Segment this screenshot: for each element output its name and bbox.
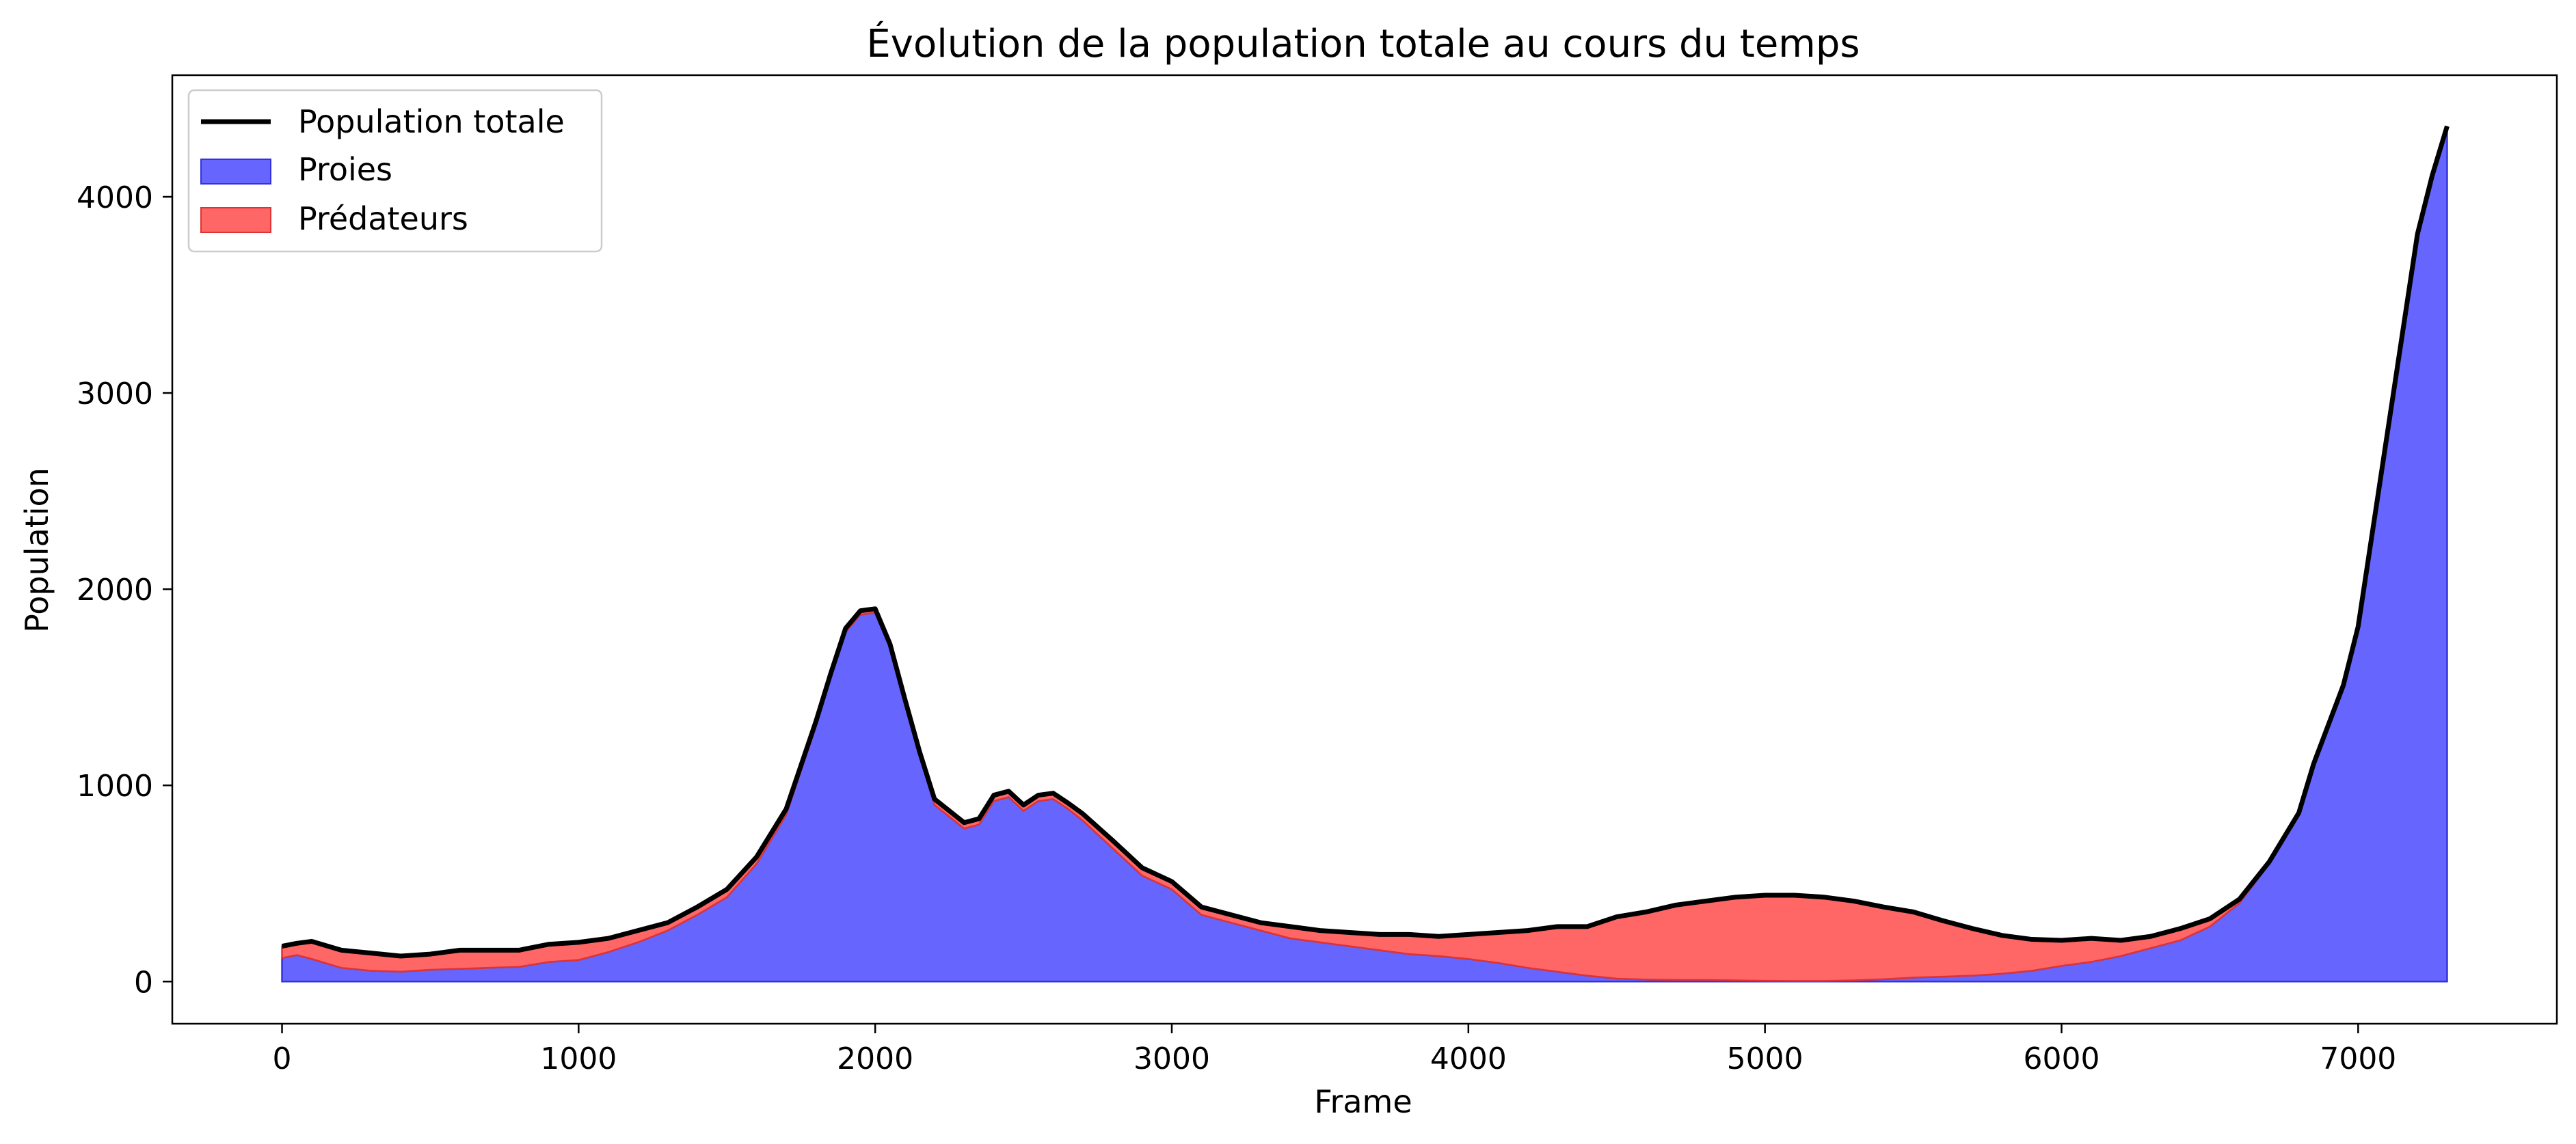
x-axis-label: Frame [1314, 1083, 1412, 1120]
y-axis: 0 1000 2000 3000 4000 [77, 180, 172, 1000]
y-axis-label: Population [18, 467, 55, 633]
x-tick-label: 4000 [1430, 1041, 1507, 1076]
legend-label-predators: Prédateurs [298, 200, 468, 237]
legend-box [187, 89, 603, 253]
area-prey [281, 128, 2448, 983]
y-tick-label: 0 [134, 965, 153, 1000]
x-tick-label: 3000 [1133, 1041, 1210, 1076]
x-tick-label: 1000 [540, 1041, 617, 1076]
x-tick-label: 7000 [2320, 1041, 2396, 1076]
y-tick-label: 3000 [77, 377, 153, 411]
chart-title: Évolution de la population totale au cou… [866, 22, 1860, 66]
line-total-population [281, 125, 2450, 959]
y-tick-label: 4000 [77, 180, 153, 215]
legend-swatch-predators [200, 207, 271, 233]
legend-label-total: Population totale [298, 103, 565, 140]
legend-swatch-prey [200, 159, 271, 185]
y-tick-label: 1000 [77, 769, 153, 804]
x-axis: 0 1000 2000 3000 4000 5000 6000 7000 [273, 1024, 2396, 1076]
plot-area [171, 74, 2558, 1025]
area-predators [281, 126, 2448, 982]
plot-frame [171, 74, 2558, 1025]
x-tick-label: 5000 [1727, 1041, 1803, 1076]
x-tick-label: 2000 [837, 1041, 913, 1076]
legend: Population totale Proies Prédateurs [187, 89, 603, 253]
x-tick-label: 0 [273, 1041, 292, 1076]
series-layer [281, 125, 2450, 983]
y-tick-label: 2000 [77, 573, 153, 608]
x-tick-label: 6000 [2024, 1041, 2100, 1076]
legend-label-prey: Proies [298, 151, 392, 188]
